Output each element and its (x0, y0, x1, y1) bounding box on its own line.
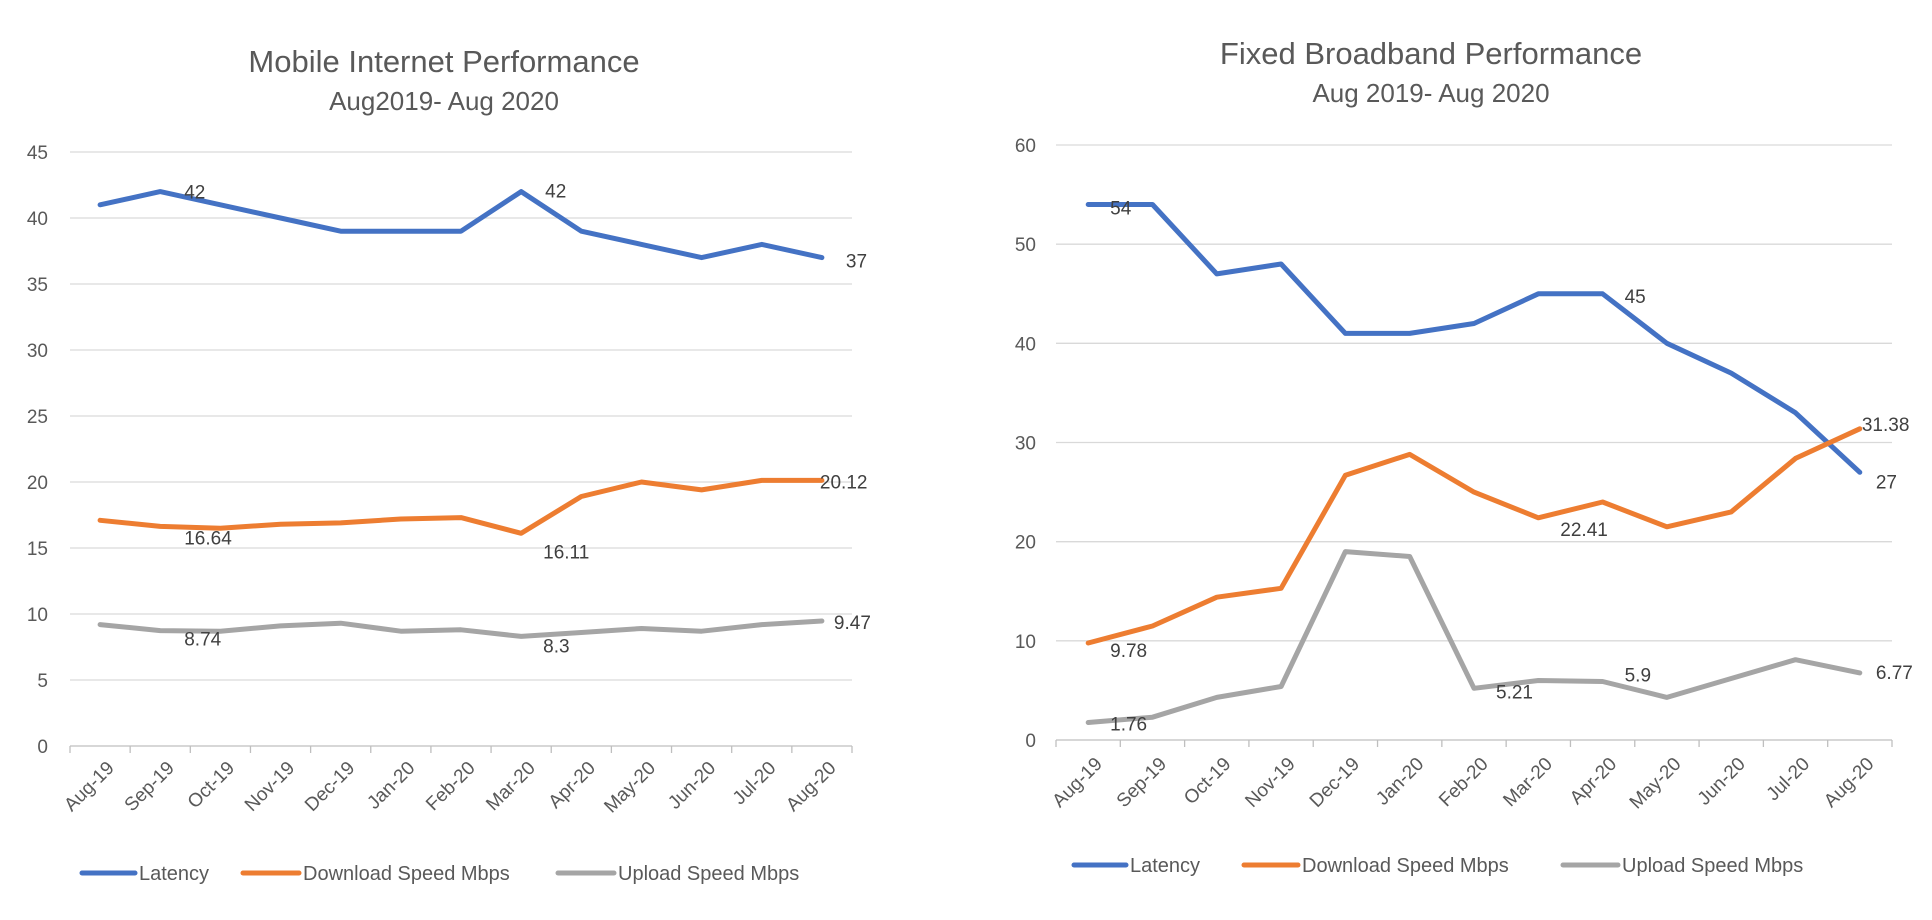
y-tick-label: 10 (1015, 632, 1036, 653)
data-label: 37 (846, 252, 867, 273)
data-label: 42 (184, 183, 205, 204)
y-tick-label: 50 (1015, 235, 1036, 256)
data-labels: 42 42 37 16.64 16.11 20.12 8.74 8.3 9.47 (184, 182, 871, 658)
series-line-upload-speed-mbps (1085, 549, 1863, 725)
x-tick-label: Aug-19 (1049, 754, 1107, 812)
x-tick-label: Jun-20 (664, 758, 720, 814)
x-tick-label: Aug-19 (60, 758, 118, 816)
series-lines (1085, 202, 1863, 725)
y-tick-label: 15 (27, 539, 48, 560)
fixed-broadband-chart: Fixed Broadband Performance Aug 2019- Au… (1015, 36, 1913, 877)
legend: Latency Download Speed Mbps Upload Speed M… (1071, 855, 1803, 877)
x-tick-label: Mar-20 (482, 758, 539, 815)
x-tick-label: Jan-20 (1372, 754, 1428, 810)
x-tick-label: Aug-20 (782, 758, 840, 816)
y-tick-label: 60 (1015, 136, 1036, 157)
series-line-download-speed-mbps (97, 477, 825, 536)
x-tick-label: Apr-20 (545, 758, 600, 813)
x-axis: Aug-19 Sep-19 Oct-19 Nov-19 Dec-19 Jan-20 Feb-… (60, 745, 853, 818)
x-tick-label: Jul-20 (729, 758, 780, 809)
data-label: 8.3 (543, 636, 569, 657)
y-tick-label: 20 (27, 473, 48, 494)
x-tick-label: May-20 (600, 758, 660, 818)
x-tick-label: Dec-19 (301, 758, 359, 816)
x-tick-label: Sep-19 (121, 758, 179, 816)
x-tick-label: Jan-20 (363, 758, 419, 814)
data-label: 16.11 (543, 542, 589, 563)
x-tick-label: Nov-19 (1242, 754, 1300, 812)
series-line-latency (1085, 202, 1863, 475)
y-axis-ticks: 0 5 10 15 20 25 30 35 40 45 (27, 143, 48, 758)
legend: Latency Download Speed Mbps Upload Speed M… (79, 863, 799, 885)
data-label: 45 (1625, 287, 1646, 308)
data-label: 54 (1110, 199, 1132, 220)
x-tick-label: Nov-19 (241, 758, 299, 816)
series-line-download-speed-mbps (1085, 426, 1863, 646)
mobile-internet-chart: Mobile Internet Performance Aug2019- Aug… (27, 44, 871, 885)
y-tick-label: 25 (27, 407, 48, 428)
y-tick-label: 35 (27, 275, 48, 296)
x-tick-label: Jul-20 (1763, 754, 1814, 805)
data-label: 42 (545, 182, 566, 203)
legend-label: Download Speed Mbps (303, 863, 510, 885)
x-tick-label: Oct-19 (1180, 754, 1235, 809)
x-tick-label: Mar-20 (1499, 754, 1556, 811)
x-tick-label: Oct-19 (184, 758, 239, 813)
data-label: 1.76 (1110, 715, 1147, 736)
data-label: 9.78 (1110, 641, 1147, 662)
y-tick-label: 20 (1015, 533, 1036, 554)
x-tick-label: May-20 (1626, 754, 1686, 814)
data-label: 31.38 (1862, 415, 1910, 436)
data-label: 20.12 (820, 472, 868, 493)
data-labels: 54 45 27 9.78 22.41 31.38 1.76 5.21 5.9 6.77 (1110, 199, 1913, 736)
series-line-upload-speed-mbps (97, 618, 825, 639)
y-tick-label: 5 (37, 671, 48, 692)
legend-label: Upload Speed Mbps (1622, 855, 1803, 877)
data-label: 27 (1876, 472, 1897, 493)
y-tick-label: 0 (1025, 731, 1036, 752)
series-lines (97, 189, 825, 639)
y-tick-label: 40 (27, 209, 48, 230)
x-tick-label: Dec-19 (1306, 754, 1364, 812)
gridlines (1056, 144, 1892, 642)
data-label: 5.21 (1496, 682, 1533, 703)
data-label: 16.64 (184, 528, 232, 549)
data-label: 5.9 (1625, 665, 1651, 686)
y-tick-label: 30 (1015, 434, 1036, 455)
x-tick-label: Aug-20 (1820, 754, 1878, 812)
x-axis: Aug-19 Sep-19 Oct-19 Nov-19 Dec-19 Jan-20 Feb-… (1049, 739, 1893, 814)
x-tick-label: Sep-19 (1113, 754, 1171, 812)
data-label: 6.77 (1876, 663, 1913, 684)
chart-title: Fixed Broadband Performance (1220, 36, 1642, 71)
y-tick-label: 0 (37, 737, 48, 758)
legend-label: Download Speed Mbps (1302, 855, 1509, 877)
legend-label: Latency (1130, 855, 1200, 877)
x-tick-label: Jun-20 (1694, 754, 1750, 810)
chart-subtitle: Aug 2019- Aug 2020 (1312, 78, 1549, 108)
x-tick-label: Apr-20 (1566, 754, 1621, 809)
chart-title: Mobile Internet Performance (248, 44, 639, 79)
gridlines (70, 151, 852, 681)
chart-subtitle: Aug2019- Aug 2020 (329, 86, 559, 116)
y-tick-label: 40 (1015, 334, 1036, 355)
legend-label: Upload Speed Mbps (618, 863, 799, 885)
x-tick-label: Feb-20 (422, 758, 479, 815)
legend-label: Latency (139, 863, 209, 885)
y-tick-label: 10 (27, 605, 48, 626)
y-axis-ticks: 0 10 20 30 40 50 60 (1015, 136, 1036, 752)
data-label: 9.47 (834, 613, 871, 634)
x-tick-label: Feb-20 (1435, 754, 1492, 811)
data-label: 22.41 (1560, 520, 1608, 541)
y-tick-label: 45 (27, 143, 48, 164)
series-line-latency (97, 189, 825, 261)
data-label: 8.74 (184, 630, 221, 651)
y-tick-label: 30 (27, 341, 48, 362)
